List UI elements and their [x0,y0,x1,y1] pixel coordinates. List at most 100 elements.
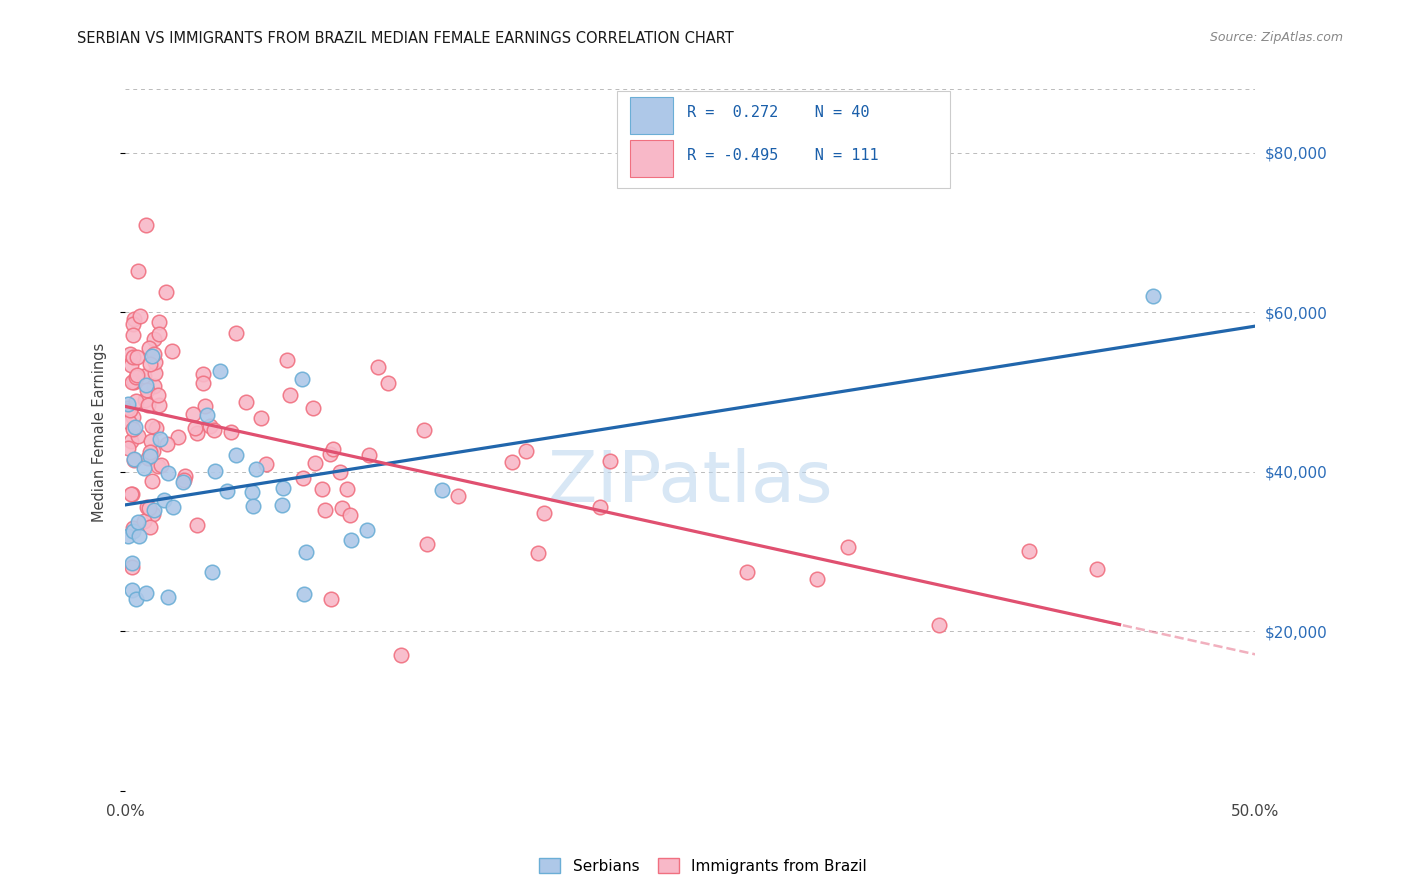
Point [117,401,139,415]
Point [139,357,162,371]
Point [122,410,145,425]
Point [148,326,170,341]
Point [142,347,165,361]
Point [134,392,156,407]
Point [121,487,143,501]
Point [122,375,145,389]
Point [201,565,224,579]
Point [121,583,143,598]
Point [416,537,439,551]
Point [191,367,214,381]
Point [186,517,208,532]
Point [135,383,157,397]
Point [319,447,342,461]
Point [412,423,434,437]
Point [127,516,149,530]
Point [225,448,247,462]
Point [122,350,145,364]
Point [145,421,167,435]
FancyBboxPatch shape [630,140,673,178]
Point [501,455,523,469]
Point [148,398,170,412]
Point [806,572,828,586]
Point [121,328,143,343]
Point [153,493,176,508]
Legend: Serbians, Immigrants from Brazil: Serbians, Immigrants from Brazil [533,852,873,880]
Point [377,376,399,391]
Point [340,533,363,548]
Point [125,370,148,384]
Point [162,343,184,358]
Point [276,353,298,368]
Point [527,546,550,560]
Point [302,401,325,415]
Point [135,218,157,232]
Point [143,332,166,346]
Point [737,565,759,579]
Point [138,450,160,465]
Point [295,544,318,558]
Point [314,502,336,516]
Point [336,482,359,496]
Point [146,458,169,473]
Point [122,374,145,388]
Point [124,394,146,409]
Point [135,585,157,599]
Point [291,372,314,386]
Point [155,285,177,300]
Point [128,309,150,323]
Point [139,520,162,534]
Point [430,483,453,497]
Point [145,355,167,369]
Point [122,422,145,436]
Point [271,498,294,512]
Point [184,420,207,434]
Point [132,369,155,384]
Point [127,264,149,278]
Point [143,379,166,393]
Point [245,462,267,476]
Point [122,311,145,326]
Text: R = -0.495    N = 111: R = -0.495 N = 111 [688,148,879,163]
Point [304,456,326,470]
FancyBboxPatch shape [630,97,673,134]
Point [271,481,294,495]
Point [117,397,139,411]
Point [515,444,537,458]
Point [329,465,352,479]
Text: Source: ZipAtlas.com: Source: ZipAtlas.com [1209,31,1343,45]
Point [117,529,139,543]
Point [121,559,143,574]
Point [146,388,169,402]
Point [204,464,226,478]
Point [138,341,160,355]
Point [249,411,271,425]
Point [150,458,173,472]
Point [120,358,142,372]
Point [139,434,162,449]
Point [311,482,333,496]
Point [142,444,165,458]
Point [117,416,139,430]
Point [121,524,143,538]
Point [142,502,165,516]
Point [367,360,389,375]
Point [162,500,184,515]
Point [339,508,361,522]
Point [149,432,172,446]
Point [321,591,343,606]
Point [242,499,264,513]
Point [191,376,214,391]
Point [278,388,301,402]
Point [142,508,165,522]
Point [235,395,257,409]
Point [156,437,179,451]
Point [118,347,141,361]
Point [209,364,232,378]
Point [125,351,148,365]
Point [294,587,316,601]
Point [167,430,190,444]
Point [599,454,621,468]
Point [356,523,378,537]
Text: R =  0.272    N = 40: R = 0.272 N = 40 [688,105,869,120]
